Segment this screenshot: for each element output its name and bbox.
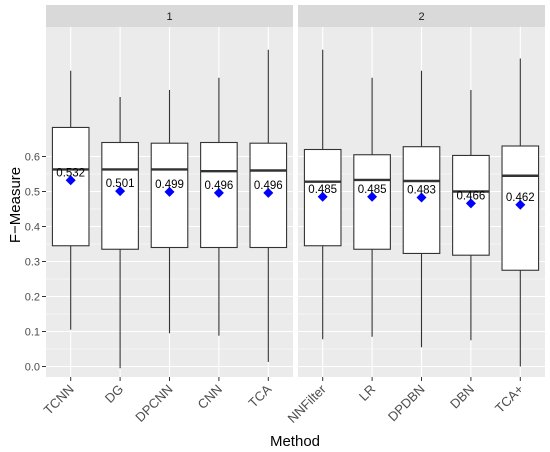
mean-label: 0.496 — [205, 180, 234, 192]
box-dpdbn: 0.483 — [402, 70, 441, 348]
box-dg: 0.501 — [101, 97, 139, 369]
box-lr: 0.485 — [353, 77, 391, 337]
mean-marker — [367, 191, 378, 202]
mean-label: 0.501 — [106, 178, 135, 190]
facet-strip-label: 1 — [166, 11, 172, 23]
facet-strip — [46, 5, 293, 27]
mean-label: 0.483 — [407, 184, 436, 196]
mean-label: 0.499 — [155, 179, 184, 191]
mean-marker — [465, 198, 476, 209]
y-tick-label: 0.6 — [25, 152, 40, 164]
x-tick-label: DPCNN — [132, 382, 175, 425]
y-axis-title: F−Measure — [7, 167, 24, 243]
box-tca-: 0.462 — [501, 58, 540, 367]
panel-2: 2 0.485 NNFilter 0.485 LR 0.483 DPDBN 0.466 DBN 0… — [285, 5, 545, 426]
x-tick-label: LR — [356, 382, 378, 404]
y-tick-label: 0.3 — [25, 257, 40, 269]
x-axis-title: Method — [270, 433, 320, 450]
x-tick-label: DG — [102, 382, 126, 406]
x-tick-label: TCNN — [41, 382, 77, 418]
mean-label: 0.496 — [254, 180, 283, 192]
mean-marker — [213, 187, 224, 198]
box-dpcnn: 0.499 — [150, 90, 189, 334]
x-tick-label: DBN — [447, 382, 477, 412]
box-dbn: 0.466 — [452, 90, 490, 341]
box-cnn: 0.496 — [200, 77, 238, 336]
mean-label: 0.532 — [56, 167, 85, 179]
y-tick-label: 0.4 — [25, 222, 40, 234]
mean-marker — [263, 187, 274, 198]
box-iqr — [51, 126, 90, 247]
mean-marker — [515, 199, 526, 210]
mean-marker — [65, 175, 76, 186]
x-tick-label: NNFilter — [285, 381, 330, 426]
mean-marker — [164, 186, 175, 197]
box-iqr — [353, 154, 391, 250]
facet-strip — [298, 5, 545, 27]
mean-marker — [115, 186, 126, 197]
mean-label: 0.462 — [506, 192, 535, 204]
mean-label: 0.485 — [358, 184, 387, 196]
y-tick-label: 0.1 — [25, 327, 40, 339]
x-tick-label: TCA — [245, 381, 274, 410]
mean-label: 0.466 — [457, 190, 486, 202]
box-tca: 0.496 — [249, 49, 288, 362]
box-nnfilter: 0.485 — [303, 49, 342, 340]
x-tick-label: TCA+ — [492, 382, 526, 416]
panel-1: 1 0.532 TCNN 0.501 DG 0.499 DPCNN 0.496 CNN 0.496… — [41, 5, 293, 425]
mean-marker — [317, 191, 328, 202]
x-tick-label: DPDBN — [385, 382, 428, 425]
mean-label: 0.485 — [308, 184, 337, 196]
x-tick-label: CNN — [194, 382, 225, 413]
mean-marker — [416, 192, 427, 203]
y-tick-label: 0.0 — [25, 362, 40, 374]
box-tcnn: 0.532 — [51, 70, 90, 330]
y-tick-label: 0.5 — [25, 187, 40, 199]
facet-strip-label: 2 — [418, 11, 424, 23]
y-tick-label: 0.2 — [25, 292, 40, 304]
